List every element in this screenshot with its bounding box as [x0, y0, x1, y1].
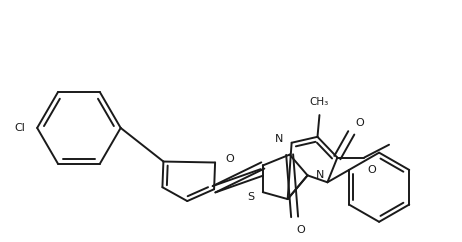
Text: O: O: [225, 154, 234, 164]
Text: Cl: Cl: [14, 123, 25, 133]
Text: N: N: [275, 134, 284, 144]
Text: O: O: [355, 118, 364, 128]
Text: O: O: [297, 225, 305, 235]
Text: O: O: [367, 166, 376, 175]
Text: S: S: [248, 192, 255, 202]
Text: N: N: [316, 170, 324, 180]
Text: CH₃: CH₃: [310, 97, 329, 107]
